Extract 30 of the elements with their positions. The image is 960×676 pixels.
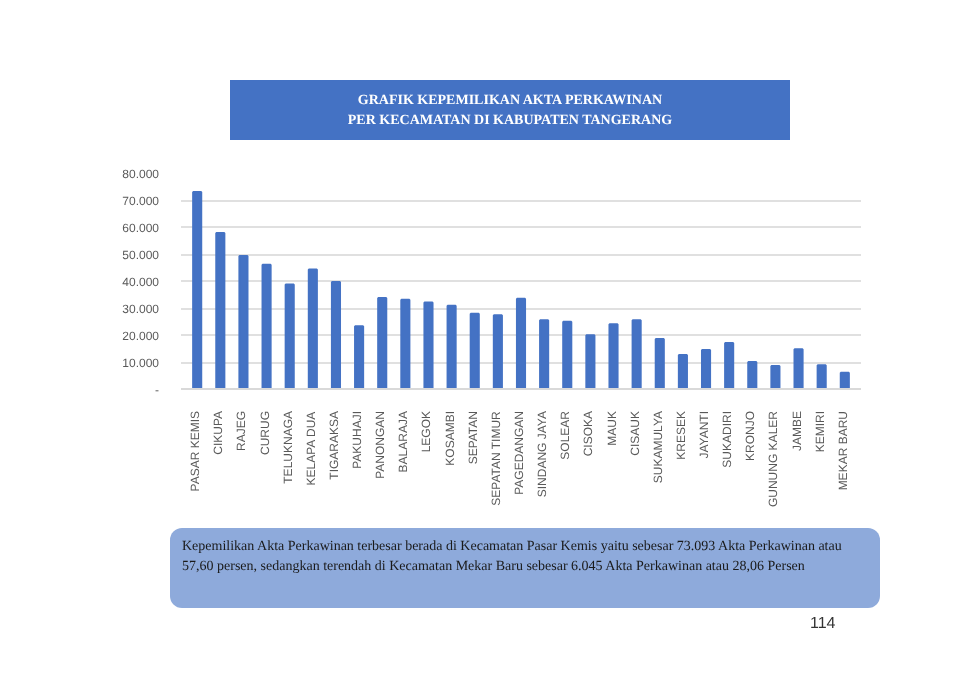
bar — [284, 283, 295, 389]
bar — [747, 361, 758, 389]
bar — [400, 298, 411, 389]
bar — [793, 348, 804, 389]
bar — [700, 349, 712, 389]
bar — [770, 365, 781, 389]
text: 114 — [810, 612, 836, 635]
bar — [261, 263, 272, 389]
bar — [238, 254, 249, 389]
bar — [192, 190, 203, 389]
bar — [539, 319, 550, 389]
bar — [608, 323, 619, 389]
bar — [330, 281, 342, 389]
bar — [423, 301, 434, 389]
bar — [677, 353, 688, 389]
bar — [515, 297, 527, 389]
bar — [839, 371, 850, 389]
bar — [631, 319, 642, 389]
bar — [307, 268, 318, 389]
bar — [654, 338, 665, 389]
bar — [562, 320, 573, 389]
bar — [585, 334, 596, 389]
bar — [469, 312, 480, 389]
bar — [492, 314, 503, 389]
bar — [446, 304, 457, 389]
bar — [377, 297, 388, 389]
bar — [215, 231, 226, 389]
bar — [354, 325, 365, 389]
bar — [816, 364, 827, 389]
bar — [724, 342, 735, 389]
